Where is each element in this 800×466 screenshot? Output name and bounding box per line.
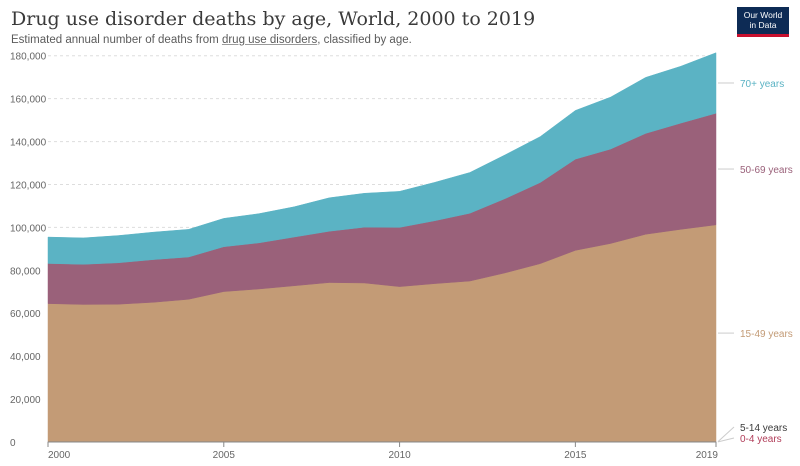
y-tick-label: 60,000: [10, 309, 41, 320]
legend-leader-line: [717, 426, 735, 442]
y-tick-label: 100,000: [10, 223, 47, 234]
y-tick-label: 0: [10, 438, 16, 449]
x-tick-label: 2000: [48, 450, 71, 461]
y-tick-label: 40,000: [10, 352, 41, 363]
subtitle-link[interactable]: drug use disorders: [221, 34, 318, 46]
y-tick-label: 20,000: [10, 395, 41, 406]
logo-line-1: Our World: [743, 10, 783, 20]
chart-subtitle: Estimated annual number of deaths from d…: [11, 34, 412, 46]
y-tick-label: 120,000: [10, 180, 47, 191]
legend-label-50-69-years[interactable]: 50-69 years: [740, 165, 793, 176]
legend-label-70-years[interactable]: 70+ years: [740, 79, 784, 90]
legend-leader-line: [717, 437, 735, 443]
y-tick-label: 140,000: [10, 138, 47, 149]
x-tick-label: 2005: [213, 450, 236, 461]
y-axis-ticks: 0 20,000 40,000 60,000 80,000 100,000 120,000 1…: [10, 52, 47, 449]
chart-title: Drug use disorder deaths by age, World, …: [11, 8, 536, 30]
x-axis: 2000 2005 2010 2015 2019: [47, 441, 719, 461]
owid-logo[interactable]: Our World in Data: [737, 7, 789, 37]
legend-label-0-4-years[interactable]: 0-4 years: [740, 434, 782, 445]
y-tick-label: 160,000: [10, 95, 47, 106]
x-tick-label: 2019: [696, 450, 719, 461]
subtitle-text-after: , classified by age.: [317, 34, 412, 46]
legend-label-15-49-years[interactable]: 15-49 years: [740, 329, 793, 340]
area-series: [47, 52, 717, 443]
y-tick-label: 80,000: [10, 266, 41, 277]
area-70-years[interactable]: [47, 52, 717, 265]
subtitle-text-before: Estimated annual number of deaths from: [11, 34, 222, 46]
y-tick-label: 180,000: [10, 52, 47, 63]
legend-label-5-14-years[interactable]: 5-14 years: [740, 423, 787, 434]
x-tick-label: 2010: [388, 450, 411, 461]
x-tick-label: 2015: [564, 450, 587, 461]
logo-line-2: in Data: [749, 20, 777, 30]
